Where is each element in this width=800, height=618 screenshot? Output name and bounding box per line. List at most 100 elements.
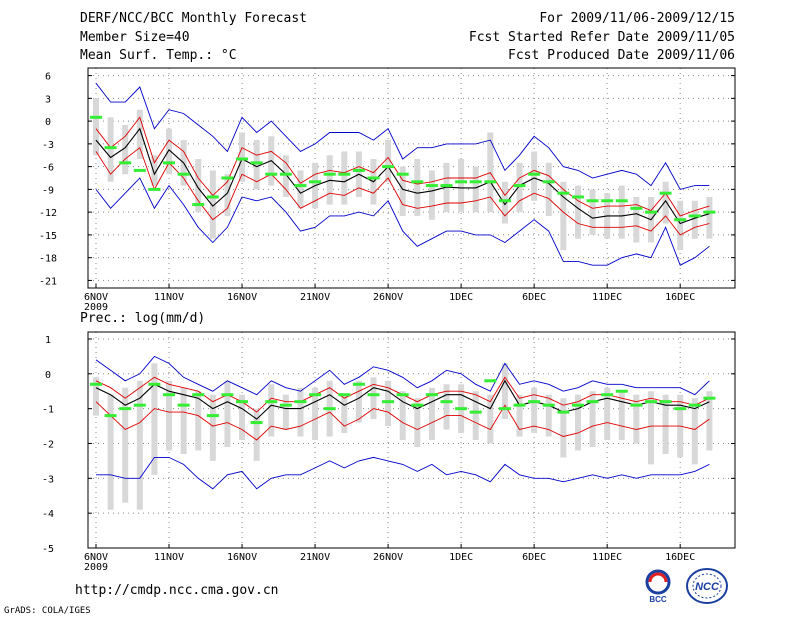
temp-variable-label: Mean Surf. Temp.: °C	[80, 48, 237, 63]
range-box	[531, 151, 538, 201]
range-box	[428, 387, 435, 440]
range-box	[122, 387, 129, 503]
range-box	[428, 170, 435, 220]
range-box	[253, 408, 260, 461]
range-box	[136, 109, 143, 160]
range-box	[93, 98, 99, 156]
ncc-logo-text: NCC	[695, 581, 720, 593]
x-tick-label: 6DEC	[522, 552, 546, 563]
range-box	[239, 132, 246, 182]
range-box	[531, 387, 538, 434]
x-tick-label: 11DEC	[592, 292, 622, 303]
range-box	[297, 387, 304, 437]
range-box	[501, 181, 508, 224]
y-tick-label: -15	[39, 231, 57, 242]
range-box	[691, 200, 698, 239]
x-tick-label: 11DEC	[592, 552, 622, 563]
x-tick-label: 21NOV	[300, 552, 330, 563]
range-box	[604, 387, 611, 440]
x-tick-label: 26NOV	[373, 552, 403, 563]
x-tick-label: 16NOV	[227, 552, 257, 563]
range-box	[472, 166, 479, 213]
range-box	[545, 162, 552, 216]
range-box	[414, 159, 421, 216]
series-lower-extreme	[95, 177, 710, 266]
range-box	[472, 391, 479, 440]
range-box	[691, 398, 698, 465]
y-tick-label: -4	[42, 509, 54, 520]
range-box	[93, 377, 99, 416]
range-box	[107, 117, 114, 182]
range-box	[574, 185, 581, 239]
y-tick-label: -3	[42, 140, 54, 151]
grads-credit: GrADS: COLA/IGES	[4, 606, 91, 616]
range-box	[341, 151, 348, 205]
y-tick-label: -21	[39, 276, 57, 287]
range-box	[516, 394, 523, 437]
x-tick-label: 26NOV	[373, 292, 403, 303]
forecast-period: For 2009/11/06-2009/12/15	[539, 11, 735, 26]
y-tick-label: 0	[45, 117, 51, 128]
range-box	[195, 391, 202, 451]
range-box	[385, 140, 392, 182]
x-tick-label: 11NOV	[154, 552, 184, 563]
range-box	[282, 394, 289, 430]
range-box	[516, 162, 523, 213]
range-box	[166, 380, 173, 451]
range-box	[268, 384, 275, 437]
series-upper-extreme	[95, 355, 710, 396]
range-box	[677, 200, 684, 251]
chart-panel-1: 6 3 0 -3 -6 -9 -12 -15 -18 -21 6NOV 11NOV 16NOV 21NOV…	[39, 67, 736, 313]
produced-date: Fcst Produced Date 2009/11/06	[508, 48, 735, 63]
x-tick-label: 21NOV	[300, 292, 330, 303]
range-box	[385, 380, 392, 427]
member-size: Member Size=40	[80, 30, 190, 45]
range-box	[589, 189, 596, 235]
range-box	[633, 394, 640, 444]
x-year-label: 2009	[84, 302, 108, 313]
range-box	[312, 387, 319, 440]
x-tick-label: 6NOV	[84, 552, 108, 563]
range-box	[209, 170, 216, 239]
range-box	[560, 398, 567, 458]
range-box	[180, 387, 187, 454]
range-box	[195, 159, 202, 213]
series-upper-extreme	[95, 82, 710, 190]
range-box	[414, 398, 421, 447]
range-box	[545, 394, 552, 437]
range-box	[662, 181, 669, 224]
x-year-label: 2009	[84, 562, 108, 573]
range-box	[224, 380, 231, 447]
series-lower-spread	[95, 146, 710, 236]
range-box	[239, 394, 246, 440]
range-box	[122, 124, 129, 175]
series-lower-spread	[95, 401, 710, 441]
x-tick-label: 16DEC	[665, 552, 695, 563]
range-box	[253, 140, 260, 190]
range-box	[647, 391, 654, 465]
range-box	[209, 394, 216, 461]
range-box	[662, 394, 669, 454]
range-box	[370, 377, 377, 420]
range-box	[151, 363, 158, 475]
series-mean	[95, 127, 710, 225]
range-box	[224, 174, 231, 216]
range-box	[166, 128, 173, 175]
range-box	[399, 166, 406, 216]
range-box	[618, 391, 625, 440]
y-tick-label: 1	[45, 335, 51, 346]
y-tick-label: -2	[42, 439, 54, 450]
x-tick-label: 16DEC	[665, 292, 695, 303]
source-url[interactable]: http://cmdp.ncc.cma.gov.cn	[75, 583, 279, 598]
y-tick-label: -18	[39, 254, 57, 265]
series-mean	[95, 379, 710, 420]
chart-title: DERF/NCC/BCC Monthly Forecast	[80, 11, 307, 26]
refer-date: Fcst Started Refer Date 2009/11/05	[468, 30, 735, 45]
range-box	[633, 196, 640, 243]
chart-panel-2: 1 0 -1 -2 -3 -4 -5 6NOV 11NOV 16NOV 21NOV 26NOV 1DEC…	[42, 311, 736, 573]
range-box	[706, 391, 713, 451]
range-box	[501, 363, 508, 420]
y-tick-label: -5	[42, 544, 54, 555]
bcc-logo: BCC	[645, 569, 671, 604]
